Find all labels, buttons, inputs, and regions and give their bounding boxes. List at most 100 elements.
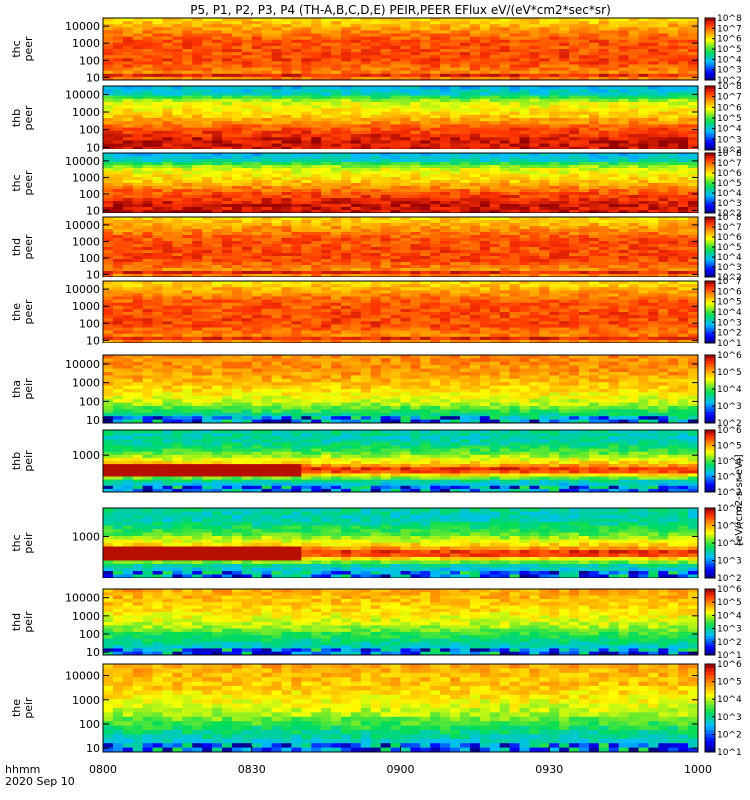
y-tick-label: 1000 [72,37,100,50]
heatmap-cell [122,76,134,81]
heatmap-cell [331,73,342,78]
heatmap-cell [668,27,679,31]
heatmap-cell [341,186,352,190]
heatmap-cell [331,24,342,28]
colorbar-swatch [705,112,715,116]
heatmap-cell [588,177,600,181]
heatmap-cell [350,134,362,138]
heatmap-cell [579,30,590,34]
heatmap-cell [341,64,352,68]
heatmap-cell [598,250,610,254]
heatmap-cell [112,30,124,34]
heatmap-cell [460,33,471,37]
heatmap-cell [648,18,659,22]
heatmap-cell [569,73,580,78]
heatmap-cell [390,108,401,112]
colorbar-swatch [705,64,715,68]
heatmap-cell [499,201,510,205]
heatmap-cell [489,265,500,269]
heatmap-cell [271,76,282,81]
heatmap-cell [192,171,203,175]
heatmap-cell [678,127,689,132]
heatmap-cell [668,134,679,138]
heatmap-cell [588,73,600,78]
heatmap-cell [569,140,580,144]
heatmap-cell [499,177,510,181]
heatmap-cell [231,256,243,260]
heatmap-cell [380,250,391,254]
heatmap-cell [112,86,124,90]
heatmap-cell [569,86,580,90]
heatmap-cell [588,95,600,100]
heatmap-cell [628,268,639,272]
heatmap-cell [460,39,471,44]
heatmap-cell [430,262,441,266]
heatmap-cell [549,102,560,106]
heatmap-cell [261,204,272,208]
heatmap-cell [509,30,520,34]
heatmap-cell [648,259,659,263]
heatmap-cell [291,137,302,141]
heatmap-cell [559,21,570,25]
heatmap-cell [618,204,629,208]
heatmap-cell [152,140,163,144]
heatmap-cell [628,162,639,166]
heatmap-cell [112,98,124,103]
heatmap-cell [281,259,292,263]
heatmap-cell [182,137,193,141]
heatmap-cell [628,67,639,71]
heatmap-cell [350,153,362,157]
heatmap-cell [370,134,381,138]
heatmap-cell [489,210,500,214]
heatmap-cell [331,137,342,141]
heatmap-cell [350,143,362,148]
heatmap-cell [321,238,332,242]
heatmap-cell [460,229,471,233]
heatmap-cell [301,49,312,53]
heatmap-cell [688,86,699,90]
heatmap-cell [261,42,272,47]
heatmap-cell [688,238,699,242]
heatmap-cell [231,108,243,112]
heatmap-cell [618,207,629,211]
heatmap-cell [420,105,431,109]
heatmap-cell [608,76,619,81]
heatmap-cell [628,244,639,248]
heatmap-cell [608,171,619,175]
heatmap-cell [112,137,124,141]
heatmap-cell [182,265,193,269]
heatmap-cell [539,95,550,100]
heatmap-cell [638,177,649,181]
heatmap-cell [321,36,332,40]
heatmap-cell [608,89,619,93]
heatmap-cell [549,36,560,40]
heatmap-cell [231,192,243,196]
heatmap-cell [212,33,223,37]
heatmap-cell [638,223,649,227]
heatmap-cell [311,232,322,236]
heatmap-cell [450,55,461,59]
heatmap-cell [370,165,381,169]
heatmap-cell [231,55,243,59]
heatmap-cell [132,27,143,31]
heatmap-cell [341,70,352,75]
heatmap-cell [460,45,471,50]
heatmap-cell [489,98,500,103]
heatmap-cell [430,232,441,236]
heatmap-cell [122,253,134,257]
heatmap-cell [192,36,203,40]
heatmap-cell [370,36,381,40]
heatmap-cell [281,186,292,190]
heatmap-cell [569,201,580,205]
heatmap-cell [519,177,530,181]
heatmap-cell [182,180,193,184]
heatmap-cell [608,159,619,163]
heatmap-cell [222,45,233,50]
heatmap-cell [192,235,203,239]
heatmap-cell [529,33,540,37]
heatmap-cell [519,143,530,148]
heatmap-cell [281,262,292,266]
heatmap-cell [301,244,312,248]
heatmap-cell [479,232,491,236]
heatmap-cell [400,70,411,75]
